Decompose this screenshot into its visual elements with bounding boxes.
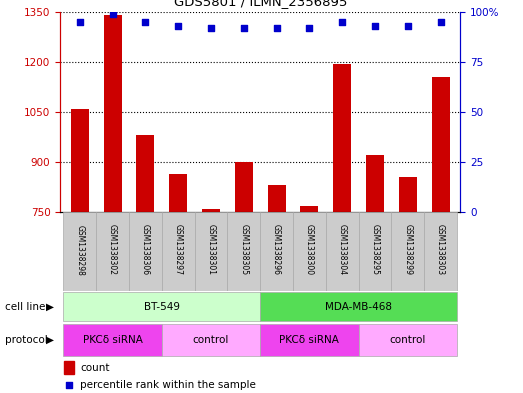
Point — [371, 23, 379, 29]
Text: PKCδ siRNA: PKCδ siRNA — [279, 335, 339, 345]
Text: GSM1338306: GSM1338306 — [141, 224, 150, 275]
FancyBboxPatch shape — [195, 212, 228, 291]
Text: GSM1338297: GSM1338297 — [174, 224, 183, 275]
FancyBboxPatch shape — [129, 212, 162, 291]
FancyBboxPatch shape — [391, 212, 424, 291]
Text: control: control — [193, 335, 229, 345]
Bar — [268, 185, 286, 212]
Text: GSM1338296: GSM1338296 — [272, 224, 281, 275]
FancyBboxPatch shape — [63, 212, 96, 291]
Bar — [202, 209, 220, 212]
FancyBboxPatch shape — [228, 212, 260, 291]
Point — [436, 18, 445, 25]
Text: GSM1338298: GSM1338298 — [75, 224, 84, 275]
Point — [240, 25, 248, 31]
Text: cell line: cell line — [5, 301, 46, 312]
FancyBboxPatch shape — [96, 212, 129, 291]
FancyBboxPatch shape — [63, 324, 162, 356]
Text: protocol: protocol — [5, 335, 48, 345]
Point — [305, 25, 314, 31]
Text: GSM1338295: GSM1338295 — [370, 224, 380, 275]
Bar — [366, 155, 384, 212]
FancyBboxPatch shape — [162, 324, 260, 356]
FancyBboxPatch shape — [424, 212, 457, 291]
Text: GSM1338302: GSM1338302 — [108, 224, 117, 275]
FancyBboxPatch shape — [162, 212, 195, 291]
FancyBboxPatch shape — [359, 324, 457, 356]
Text: control: control — [390, 335, 426, 345]
Point — [141, 18, 150, 25]
Text: GSM1338305: GSM1338305 — [240, 224, 248, 275]
Text: count: count — [80, 362, 110, 373]
Bar — [169, 174, 187, 212]
Text: PKCδ siRNA: PKCδ siRNA — [83, 335, 143, 345]
Bar — [399, 177, 417, 212]
FancyBboxPatch shape — [359, 212, 391, 291]
Text: MDA-MB-468: MDA-MB-468 — [325, 301, 392, 312]
Bar — [137, 135, 154, 212]
Point — [65, 382, 74, 388]
Bar — [431, 77, 450, 212]
FancyBboxPatch shape — [260, 324, 359, 356]
FancyBboxPatch shape — [260, 292, 457, 321]
Bar — [104, 15, 122, 212]
Text: percentile rank within the sample: percentile rank within the sample — [80, 380, 256, 390]
Bar — [235, 162, 253, 212]
Text: GSM1338300: GSM1338300 — [305, 224, 314, 275]
Text: GSM1338303: GSM1338303 — [436, 224, 445, 275]
Text: GSM1338301: GSM1338301 — [207, 224, 215, 275]
FancyBboxPatch shape — [260, 212, 293, 291]
Text: BT-549: BT-549 — [144, 301, 180, 312]
FancyBboxPatch shape — [326, 212, 359, 291]
Point — [174, 23, 183, 29]
Bar — [71, 109, 89, 212]
Text: ▶: ▶ — [46, 335, 54, 345]
Point — [404, 23, 412, 29]
FancyBboxPatch shape — [293, 212, 326, 291]
Point — [108, 11, 117, 17]
Bar — [333, 64, 351, 212]
Bar — [64, 361, 74, 373]
Point — [272, 25, 281, 31]
Text: GSM1338304: GSM1338304 — [338, 224, 347, 275]
Title: GDS5801 / ILMN_2356895: GDS5801 / ILMN_2356895 — [174, 0, 347, 8]
Text: ▶: ▶ — [46, 301, 54, 312]
FancyBboxPatch shape — [63, 292, 260, 321]
Point — [207, 25, 215, 31]
Text: GSM1338299: GSM1338299 — [403, 224, 412, 275]
Point — [338, 18, 346, 25]
Point — [76, 18, 84, 25]
Bar — [300, 206, 319, 212]
